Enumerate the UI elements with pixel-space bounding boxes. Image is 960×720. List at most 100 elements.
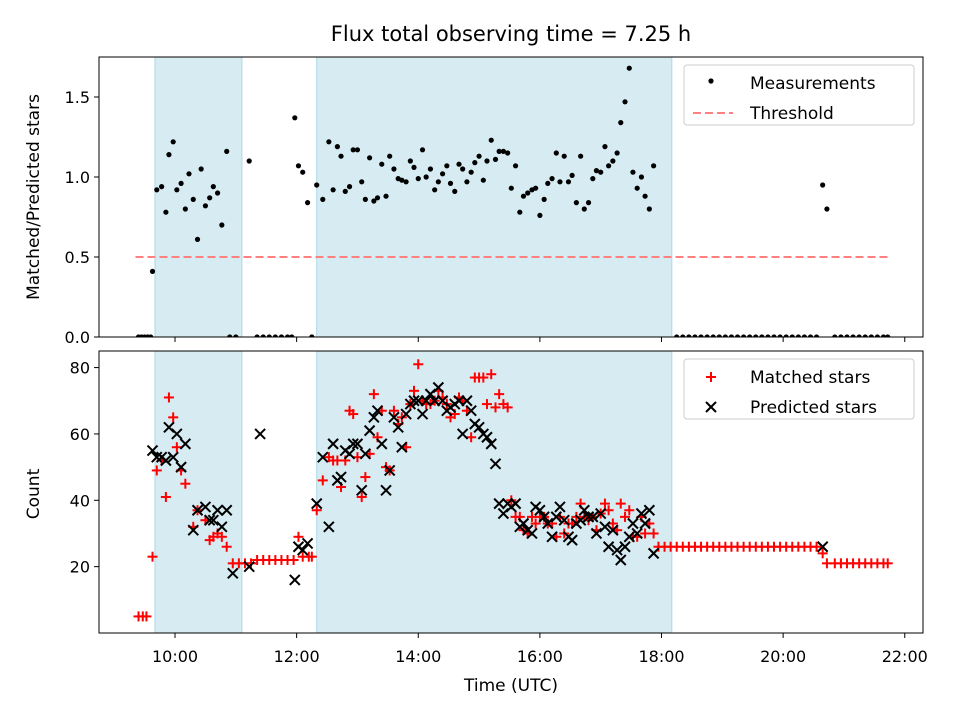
measurement-point [838,334,844,337]
measurement-point [753,334,759,337]
measurement-point [178,180,184,186]
predicted-star-point [643,504,656,516]
measurement-point [585,200,592,206]
measurement-point [326,139,332,145]
x-tick-label: 14:00 [395,647,441,666]
measurement-point [573,200,579,206]
y-axis-label-bottom: Count [24,468,44,519]
measurement-point [646,206,652,212]
measurement-point [622,99,628,105]
measurement-point [545,180,551,186]
measurement-point [346,184,353,190]
measurement-point [520,193,527,199]
predicted-star-point [635,507,648,520]
measurement-point [266,334,272,337]
legend-label: Predicted stars [750,398,877,418]
matched-star-point [466,432,477,443]
predicted-star-point [380,484,392,497]
legend-label: Threshold [749,104,834,124]
matched-star-point [147,551,158,562]
measurement-point [537,212,543,218]
measurement-point [320,196,326,202]
matched-star-point [388,405,399,416]
measurement-point [186,171,192,177]
matched-star-point [502,402,513,413]
measurement-point [686,334,692,337]
predicted-star-point [388,411,400,424]
predicted-star-point [179,438,192,450]
measurement-point [578,153,584,159]
matched-star-point [216,531,227,542]
measurement-point [856,334,862,337]
matched-star-point [490,402,501,413]
predicted-star-point [371,405,384,417]
measurement-point [292,115,298,121]
measurement-point [813,334,820,337]
legend-box [683,64,915,126]
matched-star-point [481,399,492,410]
measurement-point [741,334,747,337]
measurement-point [314,182,320,188]
predicted-star-point [623,531,635,543]
x-tick-label: 12:00 [274,647,320,666]
measurement-point [820,182,826,188]
predicted-star-point [647,547,660,560]
measurement-point [868,334,874,337]
matched-star-point [360,472,371,483]
predicted-star-point [211,504,224,516]
measurement-point [553,150,559,156]
y-tick-label: 80 [70,359,90,378]
measurement-point [533,185,539,191]
matched-star-point [306,551,317,562]
predicted-star-point [301,537,314,550]
measurement-point [159,184,165,190]
measurement-point [795,334,801,337]
measurement-point [342,188,348,194]
predicted-star-point [243,560,255,573]
measurement-point [411,164,417,170]
measurement-point [862,334,868,337]
measurement-point [260,334,266,337]
matched-star-point [640,528,651,539]
predicted-star-point [416,408,429,420]
plot-area [133,351,893,633]
measurement-point [716,334,722,337]
measurement-point [227,334,233,337]
predicted-star-point [420,395,432,407]
matched-star-point [599,498,610,509]
measurement-point [387,153,393,159]
measurement-point [618,120,624,126]
measurement-point [415,176,421,182]
measurement-point [614,150,620,156]
predicted-star-point [351,438,364,450]
matched-star-point [486,369,497,380]
predicted-star-point [619,541,631,553]
matched-star-point [163,392,174,403]
x-axis-label: Time (UTC) [463,676,558,696]
legend-label: Matched stars [750,368,870,388]
predicted-star-point [607,524,619,536]
predicted-star-point [203,514,216,526]
measurement-point [850,334,856,337]
measurement-point [472,160,478,166]
measurement-point [824,206,830,212]
measurement-point [734,334,741,337]
measurement-point [590,176,596,182]
matched-star-point [615,498,626,509]
measurement-point [783,334,789,337]
measurement-point [300,169,306,175]
measurement-point [154,187,160,193]
measurement-point [484,158,490,164]
predicted-star-point [335,471,347,483]
measurement-point [399,177,405,183]
matched-star-point [171,442,182,453]
measurement-point [163,209,169,215]
measurement-point [148,334,154,337]
measurement-point [452,188,458,194]
measurement-point [496,148,502,154]
y-tick-label: 40 [70,491,90,510]
predicted-star-point [481,431,493,443]
predicted-star-point [289,574,301,586]
predicted-star-point [323,521,335,533]
predicted-star-point [558,514,570,526]
